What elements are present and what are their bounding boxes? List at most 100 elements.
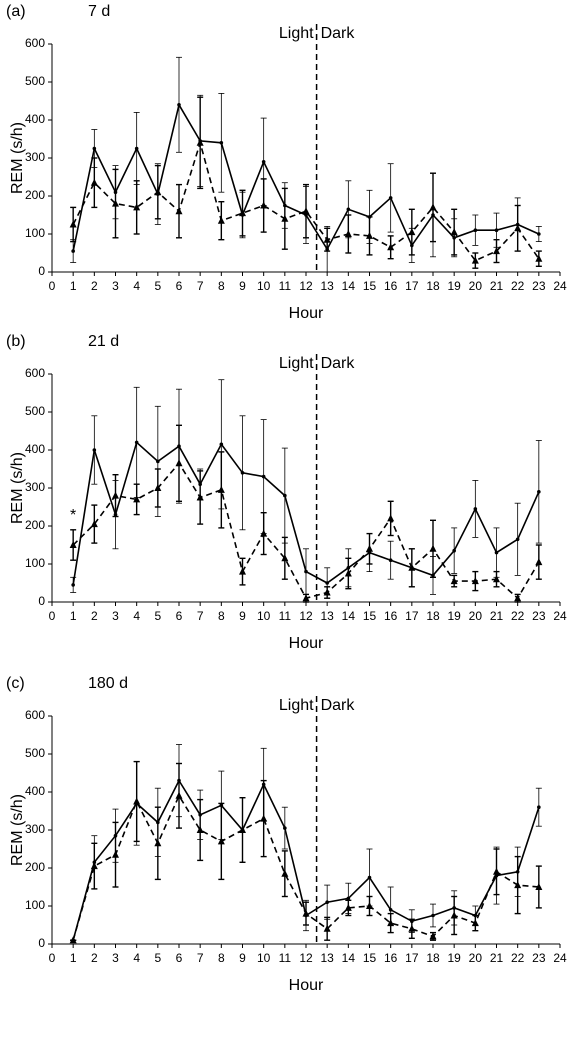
x-tick-label: 22 xyxy=(511,609,525,623)
point xyxy=(302,909,310,917)
point xyxy=(408,563,416,571)
x-tick-label: 22 xyxy=(511,279,525,293)
point xyxy=(217,837,225,845)
point xyxy=(429,932,437,940)
point xyxy=(196,493,204,501)
y-tick-label: 0 xyxy=(38,594,45,608)
y-tick-label: 500 xyxy=(25,404,45,418)
x-tick-label: 3 xyxy=(112,951,119,965)
y-tick-label: 600 xyxy=(25,366,45,380)
y-axis-label: REM (s/h) xyxy=(9,452,26,524)
x-tick-label: 18 xyxy=(426,609,440,623)
point xyxy=(239,209,246,217)
y-tick-label: 100 xyxy=(25,226,45,240)
x-tick-label: 8 xyxy=(218,279,225,293)
x-tick-label: 1 xyxy=(70,279,77,293)
point xyxy=(450,228,458,236)
x-tick-label: 24 xyxy=(553,951,567,965)
point xyxy=(431,913,435,918)
x-tick-label: 4 xyxy=(133,279,140,293)
point xyxy=(133,495,141,503)
x-tick-label: 2 xyxy=(91,609,98,623)
x-axis-label: Hour xyxy=(289,635,324,652)
point xyxy=(134,440,139,445)
x-tick-label: 23 xyxy=(532,609,546,623)
y-tick-label: 400 xyxy=(25,112,45,126)
point xyxy=(281,554,289,562)
point xyxy=(261,474,266,479)
y-tick-label: 600 xyxy=(25,36,45,50)
x-tick-label: 15 xyxy=(363,609,377,623)
y-tick-label: 400 xyxy=(25,784,45,798)
x-tick-label: 23 xyxy=(532,951,546,965)
x-tick-label: 1 xyxy=(70,951,77,965)
x-tick-label: 21 xyxy=(490,609,504,623)
significance-mark: * xyxy=(70,507,76,524)
x-tick-label: 15 xyxy=(363,279,377,293)
point xyxy=(260,529,268,537)
x-tick-label: 14 xyxy=(342,951,356,965)
point xyxy=(344,569,352,577)
point xyxy=(473,507,478,511)
x-tick-label: 7 xyxy=(197,609,204,623)
point xyxy=(429,544,437,552)
point xyxy=(239,826,246,833)
point xyxy=(92,448,97,452)
y-tick-label: 500 xyxy=(25,74,45,88)
point xyxy=(323,235,331,243)
y-axis-label: REM (s/h) xyxy=(9,794,26,866)
point xyxy=(71,249,75,253)
y-tick-label: 300 xyxy=(25,150,45,164)
point xyxy=(260,201,268,209)
point xyxy=(217,485,225,493)
x-tick-label: 10 xyxy=(257,279,271,293)
point xyxy=(388,908,393,912)
x-tick-label: 4 xyxy=(133,609,140,623)
point xyxy=(240,471,245,475)
panel-label: (c) xyxy=(6,675,25,692)
x-tick-label: 16 xyxy=(384,609,398,623)
point xyxy=(112,491,119,499)
point xyxy=(90,178,98,186)
y-tick-label: 500 xyxy=(25,746,45,760)
point xyxy=(494,228,499,232)
annotation: Light xyxy=(279,355,314,372)
x-tick-label: 11 xyxy=(279,279,292,293)
point xyxy=(196,138,204,146)
point xyxy=(177,103,181,107)
x-axis-label: Hour xyxy=(289,977,324,994)
x-tick-label: 8 xyxy=(218,951,225,965)
point xyxy=(112,850,119,858)
x-tick-label: 0 xyxy=(49,279,56,293)
x-tick-label: 11 xyxy=(279,609,292,623)
x-tick-label: 17 xyxy=(405,609,419,623)
y-tick-label: 200 xyxy=(25,188,45,202)
x-tick-label: 21 xyxy=(490,951,504,965)
annotation: Dark xyxy=(321,25,356,42)
x-tick-label: 20 xyxy=(469,609,483,623)
point xyxy=(133,797,141,805)
x-tick-label: 20 xyxy=(469,279,483,293)
point xyxy=(304,569,308,574)
point xyxy=(90,862,98,870)
x-tick-label: 10 xyxy=(257,609,271,623)
x-tick-label: 10 xyxy=(257,951,271,965)
point xyxy=(366,902,373,909)
point xyxy=(217,216,225,224)
point xyxy=(175,207,183,215)
x-tick-label: 0 xyxy=(49,609,56,623)
point xyxy=(537,232,541,236)
x-tick-label: 19 xyxy=(447,609,461,623)
point xyxy=(514,224,522,232)
x-tick-label: 13 xyxy=(320,951,334,965)
x-tick-label: 24 xyxy=(553,279,567,293)
point xyxy=(92,146,97,151)
x-tick-label: 2 xyxy=(91,279,98,293)
point xyxy=(239,567,246,575)
point xyxy=(493,575,500,583)
y-tick-label: 0 xyxy=(38,936,45,950)
point xyxy=(537,805,541,809)
